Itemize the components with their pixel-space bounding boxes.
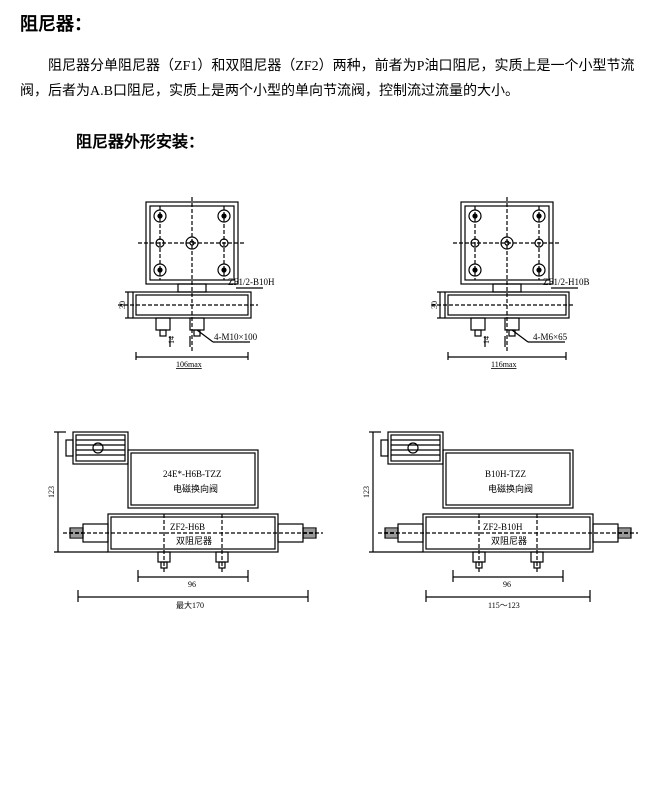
description-paragraph: 阻尼器分单阻尼器（ZF1）和双阻尼器（ZF2）两种，前者为P油口阻尼，实质上是一… (20, 54, 650, 104)
bottom-diagram-row: 24E*-H6B-TZZ 电磁换向阀 ZF2-H6B 双阻尼器 123 96 最… (20, 422, 650, 632)
model-label: ZF1/2-H10B (543, 277, 590, 287)
valve-model: B10H-TZZ (485, 469, 526, 479)
top-diagram-row: ZF1/2-B10H 30 14 4-M10×100 106max (20, 192, 650, 382)
bolt-label: 4-M6×65 (533, 332, 568, 342)
page-title: 阻尼器： (20, 10, 650, 36)
valve-name: 电磁换向阀 (173, 483, 218, 494)
dim-height: 123 (362, 486, 371, 498)
dim-inner-w: 96 (503, 580, 511, 589)
dim-width: 106max (176, 360, 202, 369)
dim-height: 30 (430, 301, 439, 309)
model-label: ZF1/2-B10H (228, 277, 275, 287)
dim-outer-w: 115～123 (488, 601, 520, 610)
section-subtitle: 阻尼器外形安装： (76, 128, 650, 152)
valve-model: 24E*-H6B-TZZ (163, 469, 222, 479)
diagram-top-right: ZF1/2-H10B 30 14 4-M6×65 116max (393, 192, 593, 382)
damper-name: 双阻尼器 (176, 536, 212, 546)
dim-inner: 14 (482, 336, 491, 344)
damper-model: ZF2-B10H (483, 522, 523, 532)
diagram-top-left: ZF1/2-B10H 30 14 4-M10×100 106max (78, 192, 278, 382)
valve-name: 电磁换向阀 (488, 483, 533, 494)
dim-width: 116max (491, 360, 516, 369)
dim-inner-w: 96 (188, 580, 196, 589)
dim-inner: 14 (167, 336, 176, 344)
dim-height: 30 (118, 301, 127, 309)
diagram-bottom-right: B10H-TZZ 电磁换向阀 ZF2-B10H 双阻尼器 123 96 115～… (343, 422, 643, 632)
dim-outer-w: 最大170 (176, 600, 204, 610)
dim-height: 123 (47, 486, 56, 498)
damper-name: 双阻尼器 (491, 536, 527, 546)
damper-model: ZF2-H6B (170, 522, 205, 532)
bolt-label: 4-M10×100 (214, 332, 258, 342)
diagram-bottom-left: 24E*-H6B-TZZ 电磁换向阀 ZF2-H6B 双阻尼器 123 96 最… (28, 422, 328, 632)
